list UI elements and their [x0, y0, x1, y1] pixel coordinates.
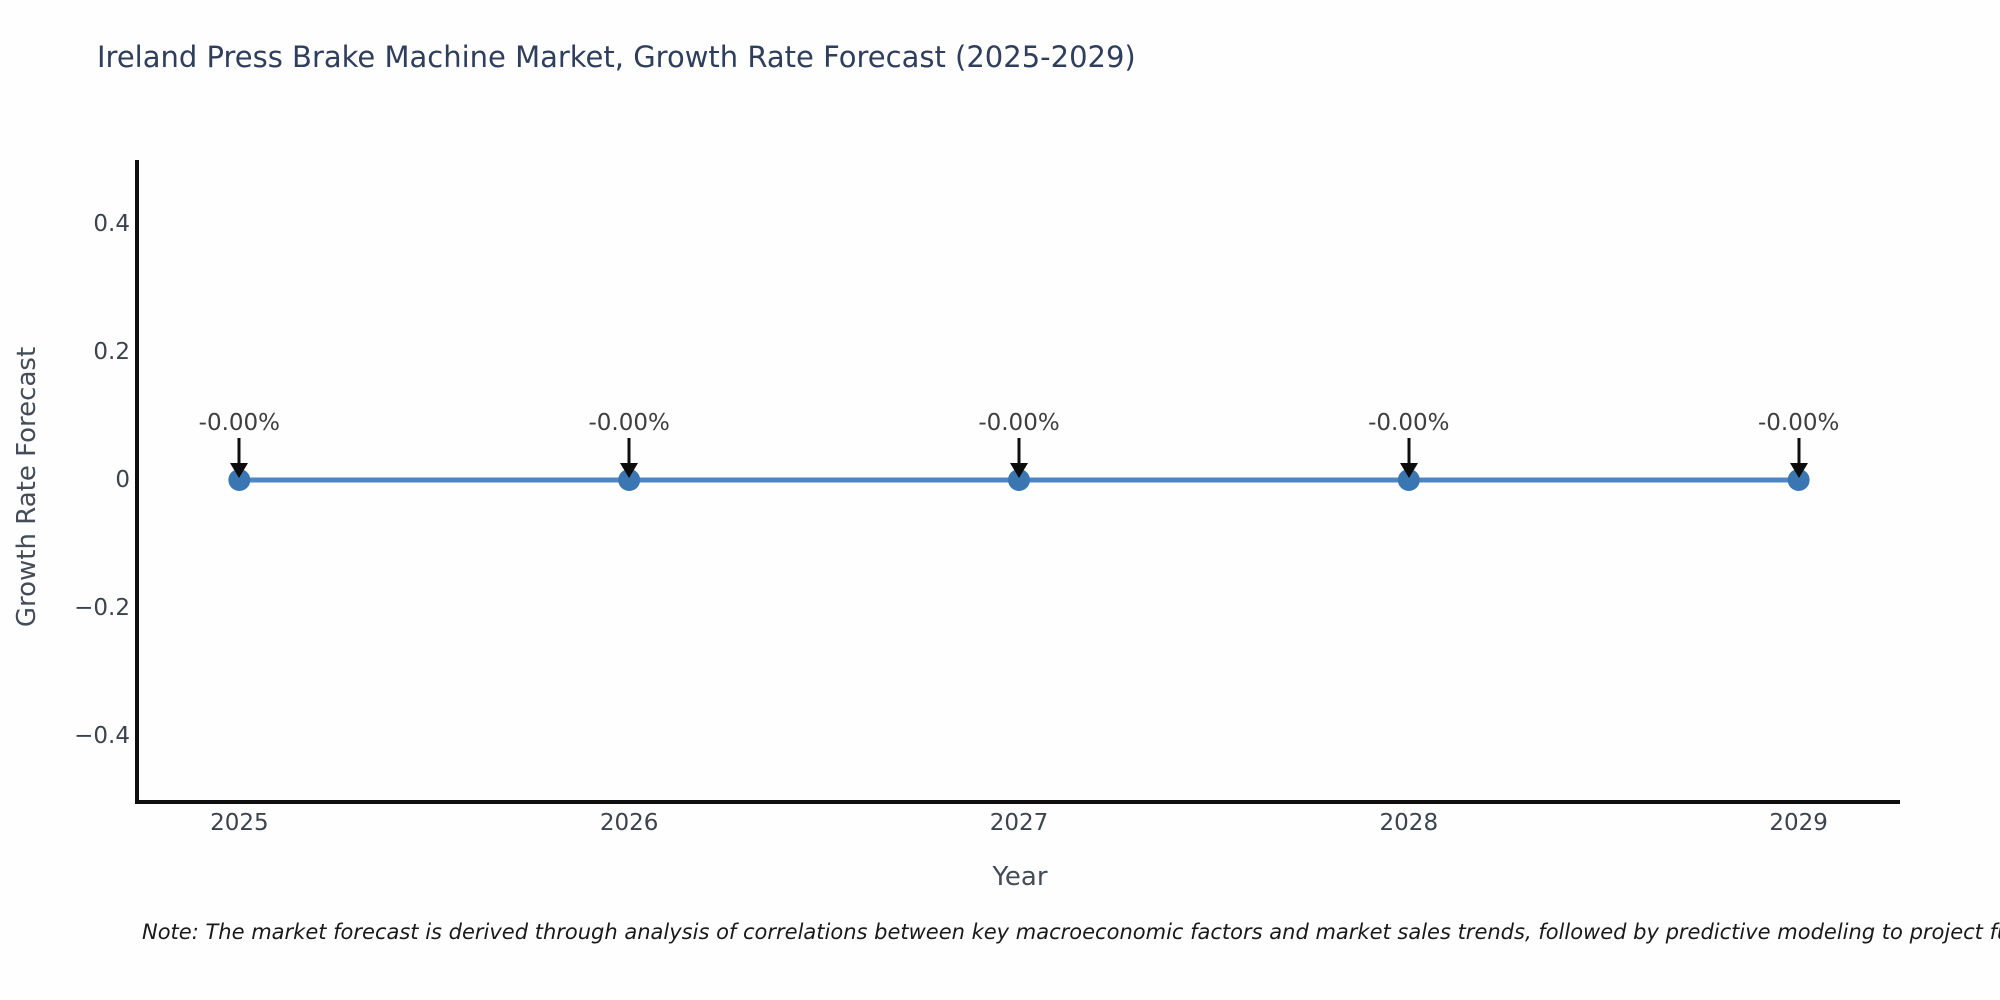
data-point-marker — [1008, 469, 1030, 491]
data-point-marker — [618, 469, 641, 491]
x-axis-line — [135, 800, 1900, 804]
y-axis-line — [135, 160, 139, 804]
footnote: Note: The market forecast is derived thr… — [142, 920, 2000, 944]
x-axis-title: Year — [992, 862, 1048, 892]
data-point-marker — [228, 469, 251, 491]
data-point-marker — [1397, 469, 1420, 491]
chart-title: Ireland Press Brake Machine Market, Grow… — [97, 40, 1136, 74]
data-point-marker — [1787, 469, 1810, 491]
